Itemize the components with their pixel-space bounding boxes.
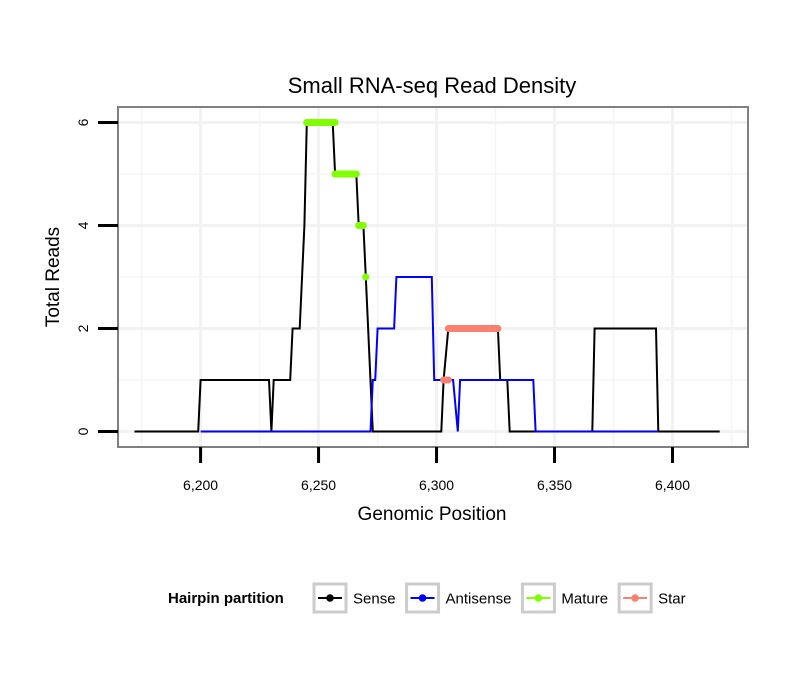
legend-label: Antisense (446, 591, 512, 608)
x-axis-label: Genomic Position (358, 504, 507, 525)
legend-key-dot (326, 594, 334, 602)
legend-item-mature: Mature (520, 582, 608, 614)
legend: Hairpin partition Sense Antisense Mature St… (168, 582, 686, 614)
y-tick-label: 4 (75, 221, 91, 229)
legend-key-dot (534, 594, 543, 602)
x-tick-label: 6,250 (301, 477, 336, 493)
series-layer (134, 118, 720, 433)
chart-title: Small RNA-seq Read Density (288, 73, 577, 98)
y-axis-label: Total Reads (43, 227, 64, 327)
y-tick-label: 0 (75, 427, 91, 435)
y-tick-label: 2 (75, 324, 91, 332)
legend-item-antisense: Antisense (405, 582, 512, 614)
x-tick-label: 6,350 (537, 477, 572, 493)
grid-lines (118, 107, 748, 447)
legend-label: Sense (353, 591, 396, 608)
x-tick-label: 6,400 (655, 477, 690, 493)
legend-item-sense: Sense (312, 582, 396, 614)
x-tick-label: 6,200 (183, 477, 218, 493)
legend-key-dot (418, 594, 427, 602)
axes: 6,200 6,250 6,300 6,350 6,400 0 2 4 6 (75, 118, 690, 493)
legend-label: Star (658, 591, 686, 608)
series-line-antisense (200, 276, 659, 433)
legend-item-star: Star (617, 582, 686, 614)
x-tick-label: 6,300 (419, 477, 454, 493)
plot-border (117, 106, 749, 448)
legend-label: Mature (561, 591, 608, 608)
legend-key-dot (631, 594, 639, 602)
legend-title: Hairpin partition (168, 590, 284, 607)
y-tick-label: 6 (75, 118, 91, 126)
